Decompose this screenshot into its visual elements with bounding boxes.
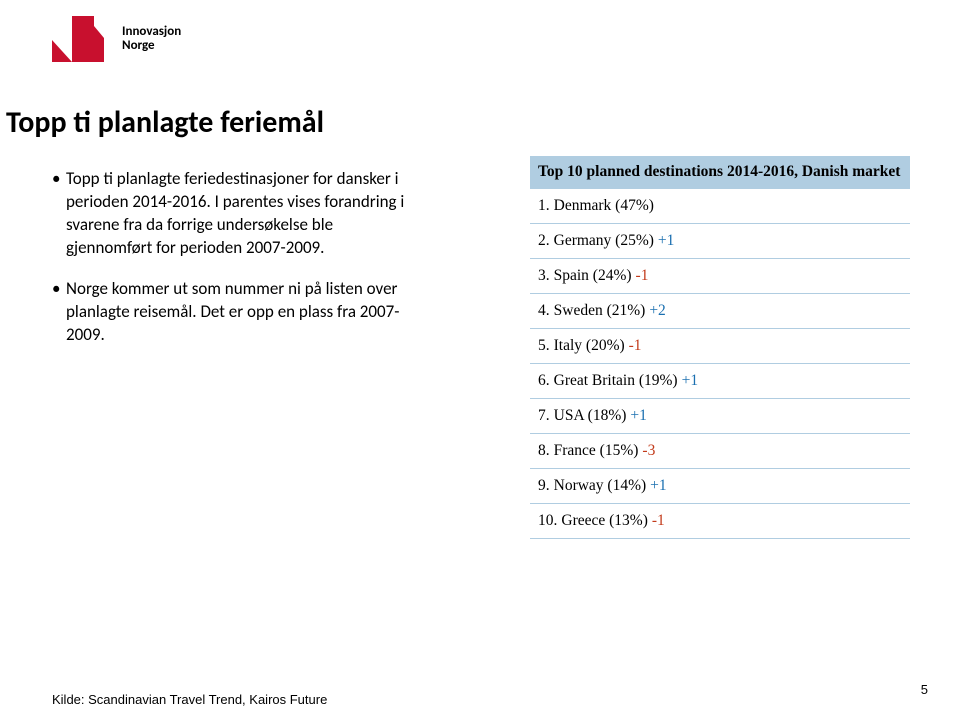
row-rank: 1.	[538, 197, 550, 215]
table-row: 5.Italy (20%)-1	[530, 329, 910, 364]
table-row: 6.Great Britain (19%)+1	[530, 364, 910, 399]
logo-text: Innovasjon Norge	[122, 25, 181, 54]
logo: Innovasjon Norge	[52, 16, 181, 62]
row-rank: 10.	[538, 512, 557, 530]
row-label: Italy (20%)	[554, 337, 625, 355]
table-row: 4.Sweden (21%)+2	[530, 294, 910, 329]
row-rank: 4.	[538, 302, 550, 320]
row-delta: +1	[682, 372, 699, 390]
row-rank: 6.	[538, 372, 550, 390]
table-row: 1.Denmark (47%)	[530, 189, 910, 224]
row-rank: 9.	[538, 477, 550, 495]
destinations-table: Top 10 planned destinations 2014-2016, D…	[530, 156, 910, 539]
table-header: Top 10 planned destinations 2014-2016, D…	[530, 156, 910, 189]
logo-line1: Innovasjon	[122, 25, 181, 39]
table-row: 10.Greece (13%) -1	[530, 504, 910, 539]
row-label: Norway (14%)	[554, 477, 647, 495]
row-rank: 8.	[538, 442, 550, 460]
page-number: 5	[921, 682, 928, 697]
row-label: Germany (25%)	[554, 232, 654, 250]
row-label: Denmark (47%)	[554, 197, 654, 215]
row-rank: 7.	[538, 407, 550, 425]
bullet-icon: •	[52, 278, 66, 347]
row-label: Sweden (21%)	[554, 302, 646, 320]
table-row: 3.Spain (24%)-1	[530, 259, 910, 294]
table-row: 9.Norway (14%)+1	[530, 469, 910, 504]
row-rank: 3.	[538, 267, 550, 285]
row-label: Spain (24%)	[554, 267, 632, 285]
logo-line2: Norge	[122, 39, 181, 53]
row-label: Greece (13%)	[561, 512, 647, 530]
table-row: 2.Germany (25%)+1	[530, 224, 910, 259]
row-rank: 5.	[538, 337, 550, 355]
paragraph-2: Norge kommer ut som nummer ni på listen …	[66, 278, 422, 347]
source-citation: Kilde: Scandinavian Travel Trend, Kairos…	[52, 692, 327, 707]
row-delta: +1	[650, 477, 667, 495]
row-rank: 2.	[538, 232, 550, 250]
table-row: 8.France (15%)-3	[530, 434, 910, 469]
row-label: USA (18%)	[554, 407, 627, 425]
row-delta: -1	[652, 512, 665, 530]
row-label: Great Britain (19%)	[554, 372, 678, 390]
row-delta: +1	[658, 232, 675, 250]
body-text: • Topp ti planlagte feriedestinasjoner f…	[52, 168, 422, 365]
row-label: France (15%)	[554, 442, 639, 460]
table-row: 7.USA (18%)+1	[530, 399, 910, 434]
row-delta: -1	[629, 337, 642, 355]
logo-mark-icon	[52, 16, 112, 62]
row-delta: -3	[642, 442, 655, 460]
paragraph-1: Topp ti planlagte feriedestinasjoner for…	[66, 168, 422, 260]
row-delta: +2	[649, 302, 666, 320]
row-delta: -1	[636, 267, 649, 285]
row-delta: +1	[630, 407, 647, 425]
bullet-icon: •	[52, 168, 66, 260]
page-title: Topp ti planlagte feriemål	[6, 104, 324, 141]
